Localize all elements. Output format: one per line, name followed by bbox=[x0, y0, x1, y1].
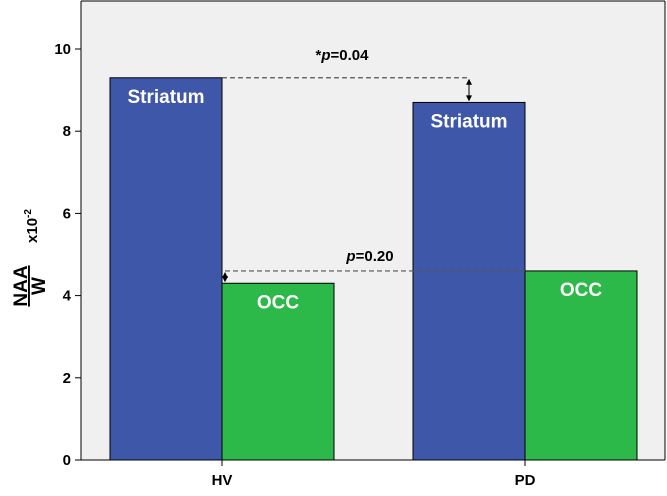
p-value-text: =0.04 bbox=[331, 47, 370, 64]
bar-striatum-pd bbox=[412, 101, 526, 461]
arrowhead bbox=[466, 95, 472, 102]
y-tick-label: 0 bbox=[63, 452, 71, 469]
y-tick-label: 2 bbox=[63, 370, 71, 387]
bar-label: OCC bbox=[560, 280, 603, 301]
y-axis-label: NAA W x10-2 bbox=[11, 209, 50, 307]
y-label-scale-exp: -2 bbox=[23, 209, 34, 218]
y-tick-label: 4 bbox=[63, 288, 72, 305]
bar-occ-hv bbox=[221, 282, 335, 461]
bar-label: Striatum bbox=[430, 111, 507, 132]
y-tick-label: 6 bbox=[63, 205, 71, 222]
arrowhead bbox=[222, 276, 228, 283]
x-axis-ticks: HV PD bbox=[212, 460, 536, 489]
p-symbol: p bbox=[345, 248, 355, 265]
bar-label: Striatum bbox=[127, 87, 204, 108]
annotations: *p=0.04p=0.20 bbox=[222, 47, 525, 283]
y-label-numerator: NAA bbox=[11, 265, 32, 306]
p-symbol: p bbox=[320, 47, 330, 64]
arrowhead bbox=[466, 78, 472, 85]
y-label-scale-base: x10 bbox=[24, 218, 41, 243]
p-value-striatum: *p=0.04 bbox=[316, 47, 370, 64]
bar-striatum-hv bbox=[109, 77, 223, 461]
y-tick-label: 8 bbox=[63, 123, 71, 140]
bars: Striatum OCC Striatum OCC bbox=[109, 77, 638, 461]
bar-label: OCC bbox=[257, 292, 300, 313]
x-tick-label: HV bbox=[212, 472, 233, 489]
y-axis-ticks: 0 2 4 6 8 10 bbox=[54, 41, 81, 469]
bar-occ-pd bbox=[524, 270, 638, 461]
y-label-denominator: W bbox=[29, 277, 50, 295]
x-tick-label: PD bbox=[515, 472, 536, 489]
p-value-star: * bbox=[316, 47, 322, 64]
p-value-occ: p=0.20 bbox=[345, 248, 393, 265]
y-tick-label: 10 bbox=[54, 41, 71, 58]
p-value-text: =0.20 bbox=[356, 248, 394, 265]
y-label-scale: x10-2 bbox=[23, 209, 41, 243]
